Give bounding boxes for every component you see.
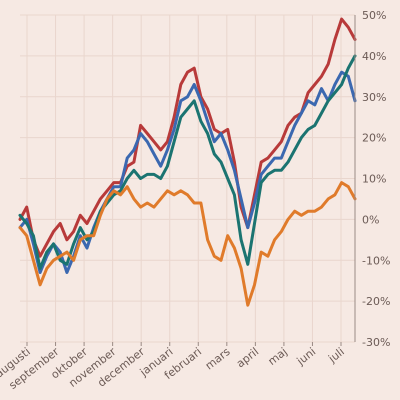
- x-tick-label: april: [234, 345, 261, 370]
- y-tick-label: -30%: [362, 336, 390, 349]
- series-line-4: [18, 181, 357, 307]
- y-tick-label: 20%: [362, 132, 386, 145]
- y-tick-label: 0%: [362, 213, 379, 226]
- x-tick-label: juli: [325, 345, 347, 366]
- y-tick-label: 40%: [362, 50, 386, 63]
- axis-group: 50%40%30%20%10%0%-10%-20%-30%augustisept…: [0, 9, 390, 392]
- y-tick-label: 30%: [362, 91, 386, 104]
- x-tick-label: maj: [266, 345, 290, 368]
- x-tick-label: juni: [294, 345, 319, 368]
- y-tick-label: 10%: [362, 173, 386, 186]
- y-tick-label: -20%: [362, 295, 390, 308]
- y-tick-label: 50%: [362, 9, 386, 22]
- y-tick-label: -10%: [362, 254, 390, 267]
- series-line-3: [18, 54, 357, 270]
- series-group: [18, 17, 357, 307]
- grid-lines: [20, 14, 355, 343]
- x-tick-label: mars: [203, 345, 233, 372]
